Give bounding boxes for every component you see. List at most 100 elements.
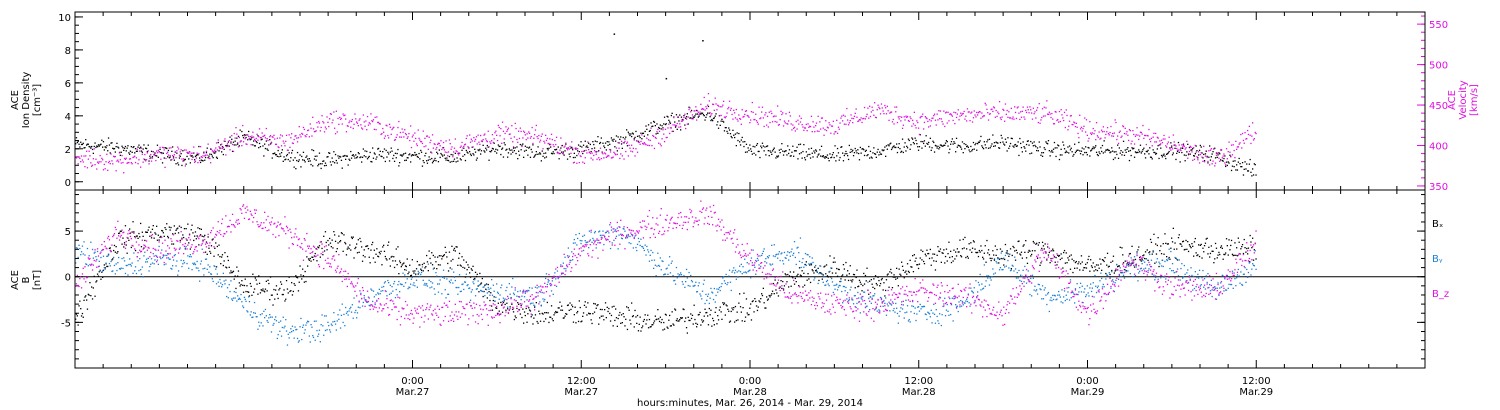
velocity-series-point xyxy=(104,168,106,170)
density-series-point xyxy=(1005,141,1007,143)
bx-series-point xyxy=(257,293,259,295)
density-series-point xyxy=(390,147,392,149)
by-series-point xyxy=(314,339,316,341)
density-series-point xyxy=(890,142,892,144)
bx-series-point xyxy=(921,259,923,261)
velocity-series-point xyxy=(1204,155,1207,157)
by-series-point xyxy=(185,245,187,248)
bx-series-point xyxy=(799,274,802,276)
density-series-point xyxy=(779,152,781,154)
density-series-point xyxy=(856,152,858,154)
velocity-series-point xyxy=(1099,138,1101,140)
velocity-series-point xyxy=(1221,157,1223,159)
density-series-point xyxy=(294,157,296,159)
bx-series-point xyxy=(1218,251,1220,254)
density-series-point xyxy=(1191,149,1193,151)
density-series-point xyxy=(851,151,853,153)
bx-series-point xyxy=(1136,251,1138,253)
velocity-series-point xyxy=(129,158,132,160)
bx-series-point xyxy=(600,315,602,317)
bx-series-point xyxy=(550,316,552,318)
density-series-point xyxy=(929,137,931,139)
density-series-point xyxy=(427,159,429,161)
velocity-series-point xyxy=(609,148,611,151)
bx-series-point xyxy=(614,319,616,322)
bx-series-point xyxy=(835,272,837,274)
bx-series-point xyxy=(1027,251,1029,253)
density-series-point xyxy=(1168,150,1170,153)
density-series-point xyxy=(810,147,813,149)
by-series-point xyxy=(362,301,364,304)
bx-series-point xyxy=(713,324,715,326)
density-series-point xyxy=(1178,151,1180,153)
by-series-point xyxy=(344,325,346,327)
bx-series-point xyxy=(863,272,865,275)
bx-series-point xyxy=(572,306,574,308)
velocity-series-point xyxy=(1148,128,1150,131)
density-series-point xyxy=(915,139,917,142)
bx-series-point xyxy=(91,298,94,300)
density-series-point xyxy=(1041,155,1044,157)
density-series-point xyxy=(946,141,948,143)
density-series-point xyxy=(873,147,875,149)
by-series-point xyxy=(172,259,175,261)
by-series-point xyxy=(204,258,207,260)
by-series-point xyxy=(529,303,532,305)
by-series-point xyxy=(399,283,402,285)
bx-series-point xyxy=(83,299,85,301)
by-series-point xyxy=(483,286,485,288)
bx-series-point xyxy=(922,250,924,253)
bx-series-point xyxy=(907,270,910,272)
by-series-point xyxy=(296,337,299,340)
density-series-point xyxy=(228,145,230,147)
bx-series-point xyxy=(1163,253,1165,255)
velocity-series-point xyxy=(1002,108,1004,110)
velocity-series-point xyxy=(1036,107,1039,109)
by-series-point xyxy=(261,313,263,315)
bx-series-point xyxy=(1138,246,1140,248)
density-series-point xyxy=(357,152,359,154)
velocity-series-point xyxy=(727,108,729,110)
bx-series-point xyxy=(167,237,170,239)
velocity-series-point xyxy=(468,147,470,149)
bx-series-point xyxy=(952,260,954,262)
velocity-series-point xyxy=(579,155,581,157)
velocity-series-point xyxy=(623,158,625,160)
velocity-series-point xyxy=(707,104,709,106)
bx-series-point xyxy=(739,306,742,308)
by-series-point xyxy=(556,270,559,272)
velocity-series-point xyxy=(912,119,914,121)
bx-series-point xyxy=(864,274,867,277)
density-series-point xyxy=(976,149,978,151)
velocity-series-point xyxy=(307,129,310,131)
density-series-point xyxy=(1143,147,1145,149)
bx-series-point xyxy=(967,257,969,259)
density-series-point xyxy=(775,157,777,159)
bx-series-point xyxy=(237,275,239,277)
bx-series-point xyxy=(749,307,751,309)
velocity-series-point xyxy=(1000,118,1002,121)
bx-series-point xyxy=(80,315,83,317)
bx-series-point xyxy=(314,252,316,255)
bx-series-point xyxy=(772,282,775,285)
velocity-series-point xyxy=(535,124,537,127)
bx-series-point xyxy=(650,326,652,328)
velocity-series-point xyxy=(1084,117,1086,119)
velocity-series-point xyxy=(614,152,616,155)
bx-series-point xyxy=(109,247,111,249)
bx-series-point xyxy=(1182,240,1185,242)
bx-series-point xyxy=(75,318,77,320)
velocity-series-point xyxy=(117,159,119,161)
density-series-point xyxy=(618,142,620,144)
bx-series-point xyxy=(1088,255,1090,258)
density-series-point xyxy=(1021,151,1023,153)
bx-series-point xyxy=(715,307,717,309)
velocity-series-point xyxy=(360,124,362,126)
bx-series-point xyxy=(868,293,870,295)
bx-series-point xyxy=(375,253,377,255)
velocity-series-point xyxy=(485,138,487,140)
bx-series-point xyxy=(720,311,722,313)
bx-series-point xyxy=(668,319,670,321)
velocity-series-point xyxy=(339,116,341,118)
bx-series-point xyxy=(790,285,792,287)
